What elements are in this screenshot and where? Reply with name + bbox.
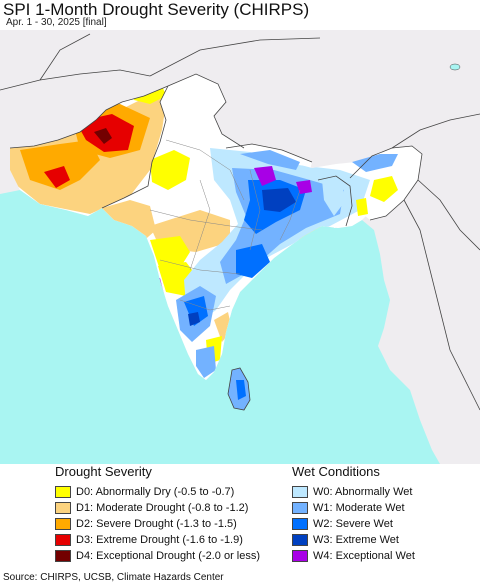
legend-item-w3: W3: Extreme Wet bbox=[292, 532, 399, 548]
legend-label: W4: Exceptional Wet bbox=[313, 550, 415, 562]
legend-swatch bbox=[55, 518, 71, 530]
lake-shape bbox=[449, 63, 461, 71]
legend-swatch bbox=[292, 534, 308, 546]
legend-item-d2: D2: Severe Drought (-1.3 to -1.5) bbox=[55, 516, 237, 532]
legend-swatch bbox=[55, 550, 71, 562]
northeast-wet-patch bbox=[352, 154, 398, 172]
legend-item-d4: D4: Exceptional Drought (-2.0 or less) bbox=[55, 548, 260, 564]
legend-label: D1: Moderate Drought (-0.8 to -1.2) bbox=[76, 502, 249, 514]
legend-item-d3: D3: Extreme Drought (-1.6 to -1.9) bbox=[55, 532, 243, 548]
legend-item-w2: W2: Severe Wet bbox=[292, 516, 393, 532]
drought-legend-title: Drought Severity bbox=[55, 464, 152, 479]
map-subtitle: Apr. 1 - 30, 2025 [final] bbox=[6, 17, 107, 28]
legend-item-w0: W0: Abnormally Wet bbox=[292, 484, 412, 500]
northeast-dry-patch bbox=[370, 176, 398, 202]
legend-label: D4: Exceptional Drought (-2.0 or less) bbox=[76, 550, 261, 562]
legend: Drought Severity Wet Conditions D0: Abno… bbox=[0, 464, 480, 568]
drought-map bbox=[0, 30, 480, 464]
legend-item-d1: D1: Moderate Drought (-0.8 to -1.2) bbox=[55, 500, 248, 516]
legend-swatch bbox=[292, 502, 308, 514]
arabian-sea bbox=[0, 190, 440, 464]
legend-label: W2: Severe Wet bbox=[313, 518, 393, 530]
legend-label: W3: Extreme Wet bbox=[313, 534, 399, 546]
map-title: SPI 1-Month Drought Severity (CHIRPS) bbox=[3, 0, 310, 19]
sri-lanka-wet-core bbox=[236, 380, 246, 400]
legend-item-w4: W4: Exceptional Wet bbox=[292, 548, 415, 564]
legend-swatch bbox=[55, 486, 71, 498]
myanmar-dry-patch bbox=[356, 198, 368, 216]
legend-item-w1: W1: Moderate Wet bbox=[292, 500, 405, 516]
legend-label: W1: Moderate Wet bbox=[313, 502, 405, 514]
pakistan-drought-patches bbox=[10, 86, 168, 214]
legend-label: D3: Extreme Drought (-1.6 to -1.9) bbox=[76, 534, 243, 546]
legend-label: D0: Abnormally Dry (-0.5 to -0.7) bbox=[76, 486, 235, 498]
borders bbox=[0, 33, 480, 411]
nepal-wet-patch bbox=[240, 150, 300, 170]
state-borders bbox=[149, 139, 301, 311]
legend-swatch bbox=[292, 550, 308, 562]
legend-swatch bbox=[292, 518, 308, 530]
legend-swatch bbox=[292, 486, 308, 498]
legend-item-d0: D0: Abnormally Dry (-0.5 to -0.7) bbox=[55, 484, 234, 500]
source-credit: Source: CHIRPS, UCSB, Climate Hazards Ce… bbox=[3, 572, 224, 583]
bangladesh-wet-patch bbox=[322, 178, 346, 216]
legend-swatch bbox=[55, 534, 71, 546]
legend-label: D2: Severe Drought (-1.3 to -1.5) bbox=[76, 518, 237, 530]
legend-swatch bbox=[55, 502, 71, 514]
wet-legend-title: Wet Conditions bbox=[292, 464, 380, 479]
legend-label: W0: Abnormally Wet bbox=[313, 486, 413, 498]
